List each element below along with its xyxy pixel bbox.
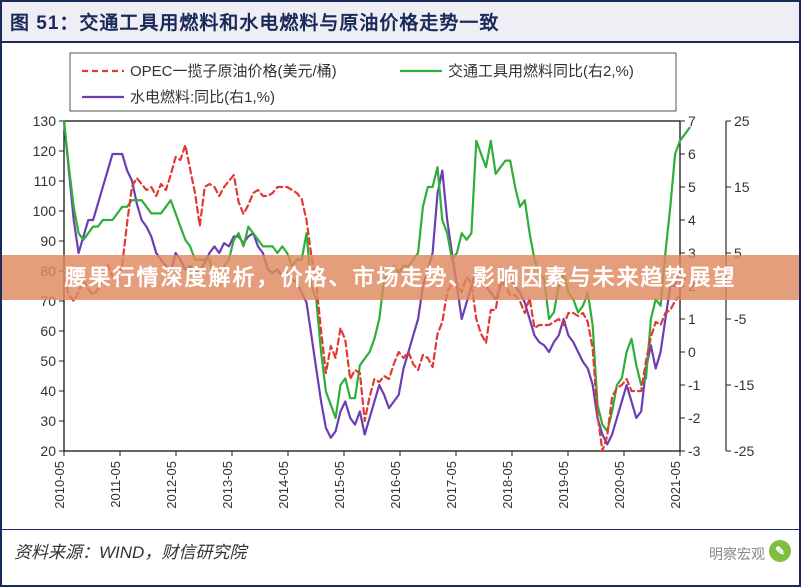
figure-frame: 图 51：交通工具用燃料和水电燃料与原油价格走势一致 2030405060708… <box>0 0 801 587</box>
svg-text:130: 130 <box>33 113 57 129</box>
svg-text:2019-05: 2019-05 <box>556 461 571 509</box>
svg-text:-15: -15 <box>734 377 754 393</box>
svg-text:60: 60 <box>40 323 56 339</box>
svg-text:2011-05: 2011-05 <box>108 461 123 508</box>
svg-text:-1: -1 <box>688 377 701 393</box>
svg-text:-5: -5 <box>734 311 747 327</box>
svg-text:1: 1 <box>688 311 696 327</box>
svg-text:50: 50 <box>40 353 56 369</box>
svg-text:2012-05: 2012-05 <box>164 461 179 509</box>
svg-text:OPEC一揽子原油价格(美元/桶): OPEC一揽子原油价格(美元/桶) <box>130 63 337 80</box>
svg-text:2021-05: 2021-05 <box>668 461 683 509</box>
chart-area: 2030405060708090100110120130-3-2-1012345… <box>2 43 799 529</box>
svg-text:110: 110 <box>34 173 57 189</box>
svg-text:2018-05: 2018-05 <box>500 461 515 509</box>
svg-text:-3: -3 <box>688 443 701 459</box>
svg-text:2013-05: 2013-05 <box>220 461 235 509</box>
watermark-text: 明察宏观 <box>709 544 765 564</box>
svg-text:0: 0 <box>688 344 696 360</box>
svg-text:7: 7 <box>688 113 696 129</box>
svg-text:100: 100 <box>33 203 57 219</box>
svg-text:5: 5 <box>688 179 696 195</box>
svg-text:20: 20 <box>40 443 56 459</box>
svg-text:-25: -25 <box>734 443 754 459</box>
svg-text:90: 90 <box>40 233 56 249</box>
svg-text:40: 40 <box>40 383 56 399</box>
svg-text:120: 120 <box>33 143 57 159</box>
figure-title: 图 51：交通工具用燃料和水电燃料与原油价格走势一致 <box>2 2 799 43</box>
footer: 资料来源：WIND，财信研究院 明察宏观 ✎ <box>2 529 799 577</box>
source-attribution: 资料来源：WIND，财信研究院 <box>14 538 246 563</box>
svg-text:15: 15 <box>734 179 750 195</box>
svg-text:2014-05: 2014-05 <box>276 461 291 509</box>
svg-text:交通工具用燃料同比(右2,%): 交通工具用燃料同比(右2,%) <box>448 62 634 80</box>
overlay-banner: 腰果行情深度解析，价格、市场走势、影响因素与未来趋势展望 <box>2 255 799 300</box>
svg-text:2010-05: 2010-05 <box>52 461 67 509</box>
svg-text:2016-05: 2016-05 <box>388 461 403 509</box>
svg-text:2020-05: 2020-05 <box>612 461 627 509</box>
svg-text:-2: -2 <box>688 410 701 426</box>
svg-text:2017-05: 2017-05 <box>444 461 459 509</box>
svg-text:2015-05: 2015-05 <box>332 461 347 509</box>
svg-text:6: 6 <box>688 146 696 162</box>
svg-text:30: 30 <box>40 413 56 429</box>
svg-text:4: 4 <box>688 212 696 228</box>
svg-text:水电燃料:同比(右1,%): 水电燃料:同比(右1,%) <box>130 88 275 106</box>
svg-text:25: 25 <box>734 113 750 129</box>
watermark-icon: ✎ <box>769 540 791 562</box>
